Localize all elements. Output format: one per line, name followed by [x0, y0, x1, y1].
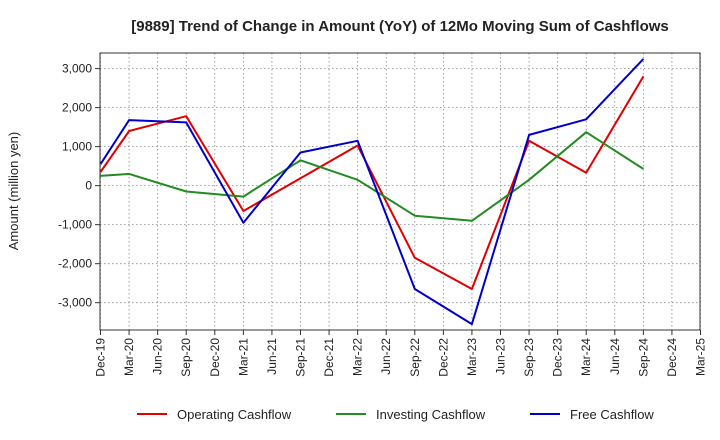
- x-tick-label: Jun-20: [151, 338, 165, 375]
- x-tick-label: Sep-22: [408, 338, 422, 377]
- x-tick-label: Sep-20: [179, 338, 193, 377]
- x-tick-label: Jun-21: [265, 338, 279, 375]
- y-tick-label: 0: [85, 179, 92, 193]
- legend-label-operating-cashflow: Operating Cashflow: [177, 407, 292, 422]
- y-tick-label: 2,000: [62, 101, 92, 115]
- series-lines: [99, 58, 645, 326]
- series-line-operating-cashflow: [99, 75, 645, 290]
- y-tick-label: 1,000: [62, 140, 92, 154]
- x-tick-label: Dec-22: [436, 338, 450, 377]
- x-tick-label: Dec-24: [665, 338, 679, 377]
- x-tick-label: Mar-20: [122, 338, 136, 376]
- x-tick-label: Sep-24: [636, 338, 650, 377]
- y-tick-label: -3,000: [58, 296, 92, 310]
- legend: Operating Cashflow Investing Cashflow Free…: [137, 407, 654, 422]
- series-line-free-cashflow: [99, 58, 645, 326]
- x-axis-ticks: Dec-19 Mar-20 Jun-20 Sep-20 Dec-20 Mar-21 Jun-…: [94, 330, 708, 377]
- x-tick-label: Mar-24: [579, 338, 593, 376]
- x-tick-label: Dec-19: [94, 338, 108, 377]
- x-tick-label: Jun-23: [494, 338, 508, 375]
- x-tick-label: Sep-21: [294, 338, 308, 377]
- y-tick-label: -2,000: [58, 257, 92, 271]
- y-axis-ticks: 3,000 2,000 1,000 0 -1,000 -2,000 -3,000: [58, 62, 100, 310]
- legend-label-free-cashflow: Free Cashflow: [570, 407, 654, 422]
- chart-title: [9889] Trend of Change in Amount (YoY) o…: [131, 18, 669, 35]
- x-tick-label: Mar-22: [351, 338, 365, 376]
- y-tick-label: -1,000: [58, 218, 92, 232]
- x-tick-label: Jun-22: [379, 338, 393, 375]
- x-tick-label: Jun-24: [608, 338, 622, 375]
- x-tick-label: Mar-21: [236, 338, 250, 376]
- legend-label-investing-cashflow: Investing Cashflow: [376, 407, 486, 422]
- y-axis-label: Amount (million yen): [6, 132, 21, 251]
- x-tick-label: Dec-21: [322, 338, 336, 377]
- x-tick-label: Mar-25: [694, 338, 708, 376]
- plot-frame: [99, 52, 701, 331]
- x-tick-label: Mar-23: [465, 338, 479, 376]
- y-tick-label: 3,000: [62, 62, 92, 76]
- series-line-investing-cashflow: [100, 131, 644, 222]
- x-tick-label: Sep-23: [522, 338, 536, 377]
- x-tick-label: Dec-23: [551, 338, 565, 377]
- x-tick-label: Dec-20: [208, 338, 222, 377]
